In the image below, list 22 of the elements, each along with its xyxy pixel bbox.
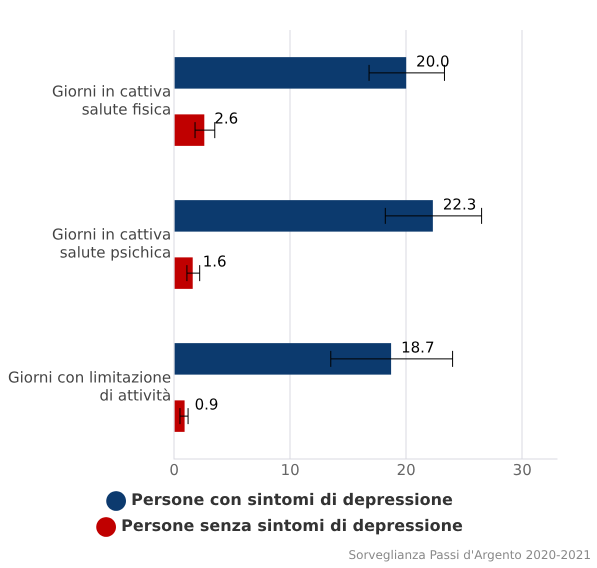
bar xyxy=(174,257,193,289)
bar xyxy=(174,400,185,432)
data-label: 18.7 xyxy=(401,338,435,356)
bar xyxy=(174,114,204,146)
y-tick-label: Giorni in cattiva salute fisica xyxy=(52,82,172,118)
y-tick-label: Giorni con limitazione di attività xyxy=(8,368,172,404)
data-label: 22.3 xyxy=(442,195,476,214)
bar xyxy=(174,200,433,232)
legend-label: Persone con sintomi di depressione xyxy=(131,490,454,510)
data-label: 20.0 xyxy=(416,52,450,70)
bar xyxy=(174,343,392,375)
bar xyxy=(174,57,406,89)
data-label: 2.6 xyxy=(214,109,238,128)
x-tick-label: 10 xyxy=(280,460,300,479)
data-label: 1.6 xyxy=(202,252,227,270)
x-tick-label: 20 xyxy=(396,460,416,479)
data-label: 0.9 xyxy=(194,395,218,414)
x-tick-label: 30 xyxy=(512,460,532,479)
y-tick-label: Giorni in cattiva salute psichica xyxy=(52,225,172,262)
text: Sorveglianza Passi d'Argento 2020-2021 xyxy=(348,548,591,562)
x-tick-label: 0 xyxy=(169,460,179,479)
legend-label: Persone senza sintomi di depressione xyxy=(121,516,464,536)
